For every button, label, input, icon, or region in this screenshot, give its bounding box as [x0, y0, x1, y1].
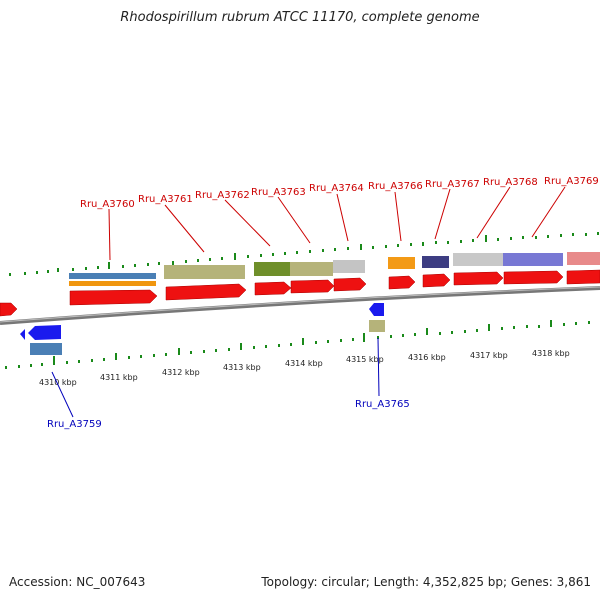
genome-title: Rhodospirillum rubrum ATCC 11170, comple…	[120, 10, 480, 25]
forward-gene-arrows	[0, 269, 600, 317]
genome-backbone	[0, 286, 600, 325]
gene-label[interactable]: Rru_A3761	[138, 194, 193, 205]
feature-bar	[254, 262, 290, 276]
forward-gene-arrow	[388, 275, 416, 290]
gene-label[interactable]: Rru_A3759	[47, 419, 102, 430]
forward-gene-arrow	[333, 277, 367, 292]
feature-bar	[69, 281, 156, 286]
reverse-gene-arrow	[20, 329, 25, 340]
reverse-gene-arrow	[369, 303, 384, 316]
forward-gene-arrow	[290, 279, 335, 294]
kbp-label: 4316 kbp	[408, 353, 446, 362]
genome-summary-text: Topology: circular; Length: 4,352,825 bp…	[261, 575, 591, 589]
kbp-label-group: 4310 kbp 4311 kbp 4312 kbp 4313 kbp 4314…	[39, 349, 570, 387]
gene-label[interactable]: Rru_A3762	[195, 190, 250, 201]
feature-bar	[422, 256, 449, 268]
kbp-label: 4314 kbp	[285, 359, 323, 368]
feature-bar	[567, 252, 600, 265]
forward-gene-labels: Rru_A3760 Rru_A3761 Rru_A3762 Rru_A3763 …	[80, 176, 599, 210]
upper-tick-track	[9, 232, 599, 276]
feature-bar	[388, 257, 415, 269]
feature-bar	[453, 253, 503, 266]
feature-bar	[333, 260, 365, 273]
forward-gene-arrow	[503, 270, 564, 285]
kbp-label: 4310 kbp	[39, 378, 77, 387]
feature-bar	[164, 265, 245, 279]
kbp-label: 4313 kbp	[223, 363, 261, 372]
forward-gene-arrow	[453, 271, 504, 286]
kbp-label: 4311 kbp	[100, 373, 138, 382]
reverse-label-lines	[51, 337, 380, 418]
forward-label-lines	[108, 186, 566, 261]
gene-label[interactable]: Rru_A3763	[251, 187, 306, 198]
gene-label[interactable]: Rru_A3768	[483, 177, 538, 188]
forward-gene-arrow	[254, 281, 292, 296]
reverse-gene-arrows	[20, 303, 385, 355]
reverse-gene-arrow	[28, 325, 61, 340]
gene-label[interactable]: Rru_A3769	[544, 176, 599, 187]
gene-label[interactable]: Rru_A3764	[309, 183, 364, 194]
gene-label[interactable]: Rru_A3760	[80, 199, 135, 210]
reverse-feature-bar	[369, 320, 385, 332]
forward-gene-arrow	[566, 269, 600, 285]
accession-text: Accession: NC_007643	[9, 575, 146, 589]
feature-bar	[290, 262, 333, 276]
gene-label[interactable]: Rru_A3767	[425, 179, 480, 190]
kbp-label: 4317 kbp	[470, 351, 508, 360]
forward-gene-arrow	[0, 302, 18, 317]
feature-bar	[69, 273, 156, 279]
reverse-feature-bar	[30, 343, 62, 355]
gene-label[interactable]: Rru_A3766	[368, 181, 423, 192]
forward-gene-arrow	[422, 273, 451, 288]
reverse-gene-labels: Rru_A3759 Rru_A3765	[47, 399, 410, 430]
kbp-label: 4312 kbp	[162, 368, 200, 377]
kbp-label: 4318 kbp	[532, 349, 570, 358]
forward-gene-arrow	[165, 283, 247, 301]
forward-feature-bars	[69, 252, 600, 286]
lower-tick-track	[5, 320, 590, 369]
genome-backbone-highlight	[0, 286, 600, 323]
kbp-label: 4315 kbp	[346, 355, 384, 364]
feature-bar	[503, 253, 563, 266]
forward-gene-arrow	[69, 289, 158, 306]
gene-label[interactable]: Rru_A3765	[355, 399, 410, 410]
